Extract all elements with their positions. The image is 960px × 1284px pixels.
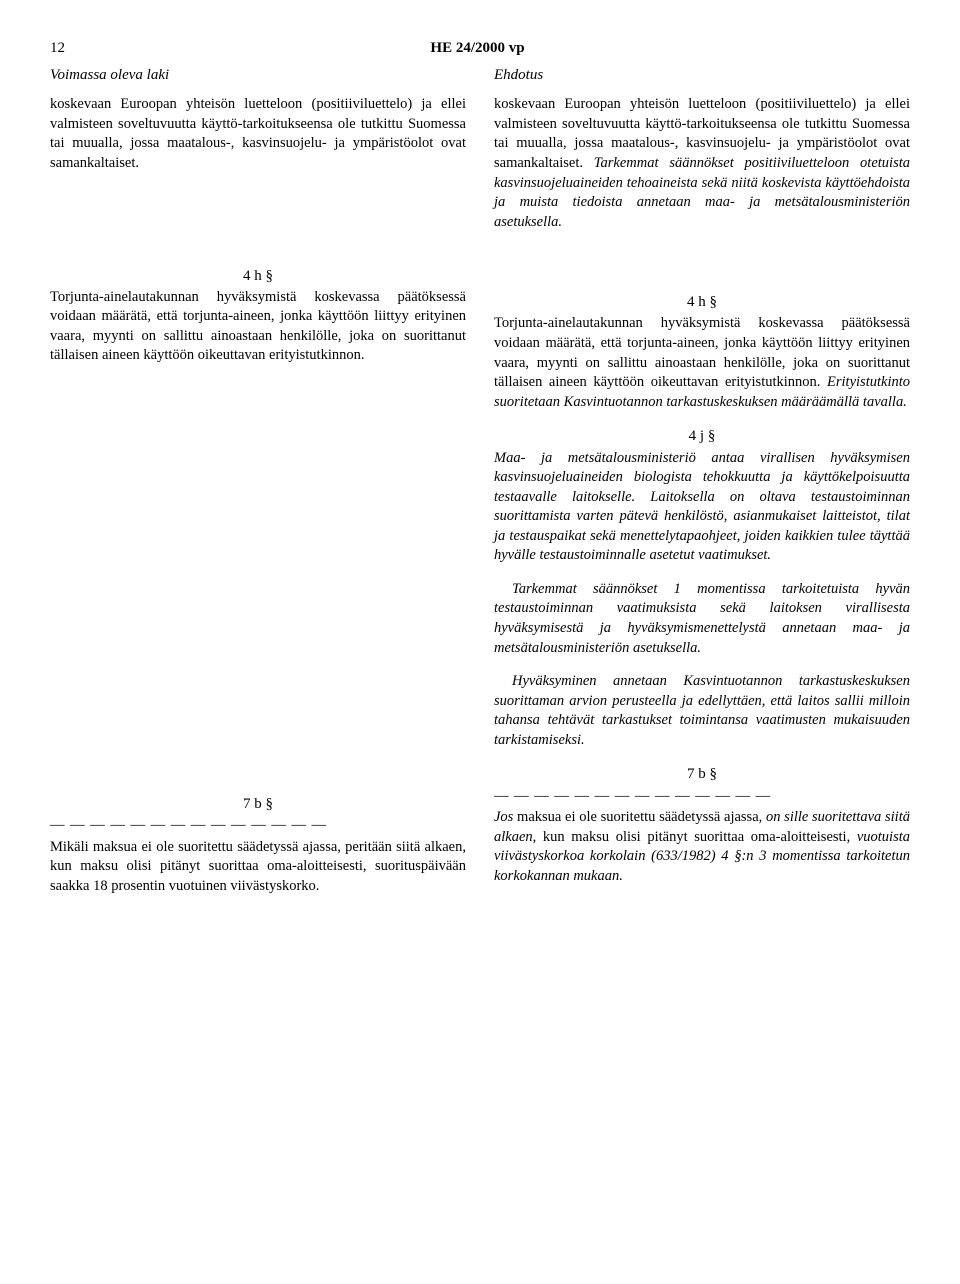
right-4j-p1: Maa- ja metsätalousministeriö antaa vira… (494, 449, 910, 566)
page-number: 12 (50, 40, 65, 57)
section-4h-label: 4 h § (50, 266, 466, 286)
left-4h-body: Torjunta-ainelautakunnan hyväksymistä ko… (50, 288, 466, 366)
dashed-separator: — — — — — — — — — — — — — — (50, 816, 466, 836)
two-column-layout: Voimassa oleva laki koskevaan Euroopan y… (50, 65, 910, 911)
dashed-separator: — — — — — — — — — — — — — — (494, 787, 910, 807)
gap (50, 380, 466, 780)
right-4h-body: Torjunta-ainelautakunnan hyväksymistä ko… (494, 314, 910, 412)
right-intro-paragraph: koskevaan Euroopan yhteisön luetteloon (… (494, 95, 910, 232)
left-intro-paragraph: koskevaan Euroopan yhteisön luetteloon (… (50, 95, 466, 173)
left-column-header: Voimassa oleva laki (50, 65, 466, 85)
right-4j-p2: Tarkemmat säännökset 1 momentissa tarkoi… (494, 580, 910, 658)
document-reference: HE 24/2000 vp (65, 40, 890, 57)
right-7b-a: Jos (494, 809, 513, 825)
section-4h-label: 4 h § (494, 292, 910, 312)
left-7b-body: Mikäli maksua ei ole suoritettu säädetys… (50, 838, 466, 897)
section-4j-label: 4 j § (494, 426, 910, 446)
page-header: 12 HE 24/2000 vp (50, 40, 910, 57)
right-7b-d: kun maksu olisi pitänyt suorittaa oma-al… (536, 829, 857, 845)
right-column-header: Ehdotus (494, 65, 910, 85)
left-column: Voimassa oleva laki koskevaan Euroopan y… (50, 65, 466, 911)
right-4j-p3: Hyväksyminen annetaan Kasvintuotannon ta… (494, 672, 910, 750)
section-7b-label: 7 b § (494, 764, 910, 784)
right-column: Ehdotus koskevaan Euroopan yhteisön luet… (494, 65, 910, 911)
gap (50, 188, 466, 220)
right-7b-body: Jos maksua ei ole suoritettu säädetyssä … (494, 808, 910, 886)
section-7b-label: 7 b § (50, 794, 466, 814)
gap (494, 246, 910, 278)
gap (50, 220, 466, 252)
right-7b-b: maksua ei ole suoritettu säädetyssä ajas… (513, 809, 766, 825)
